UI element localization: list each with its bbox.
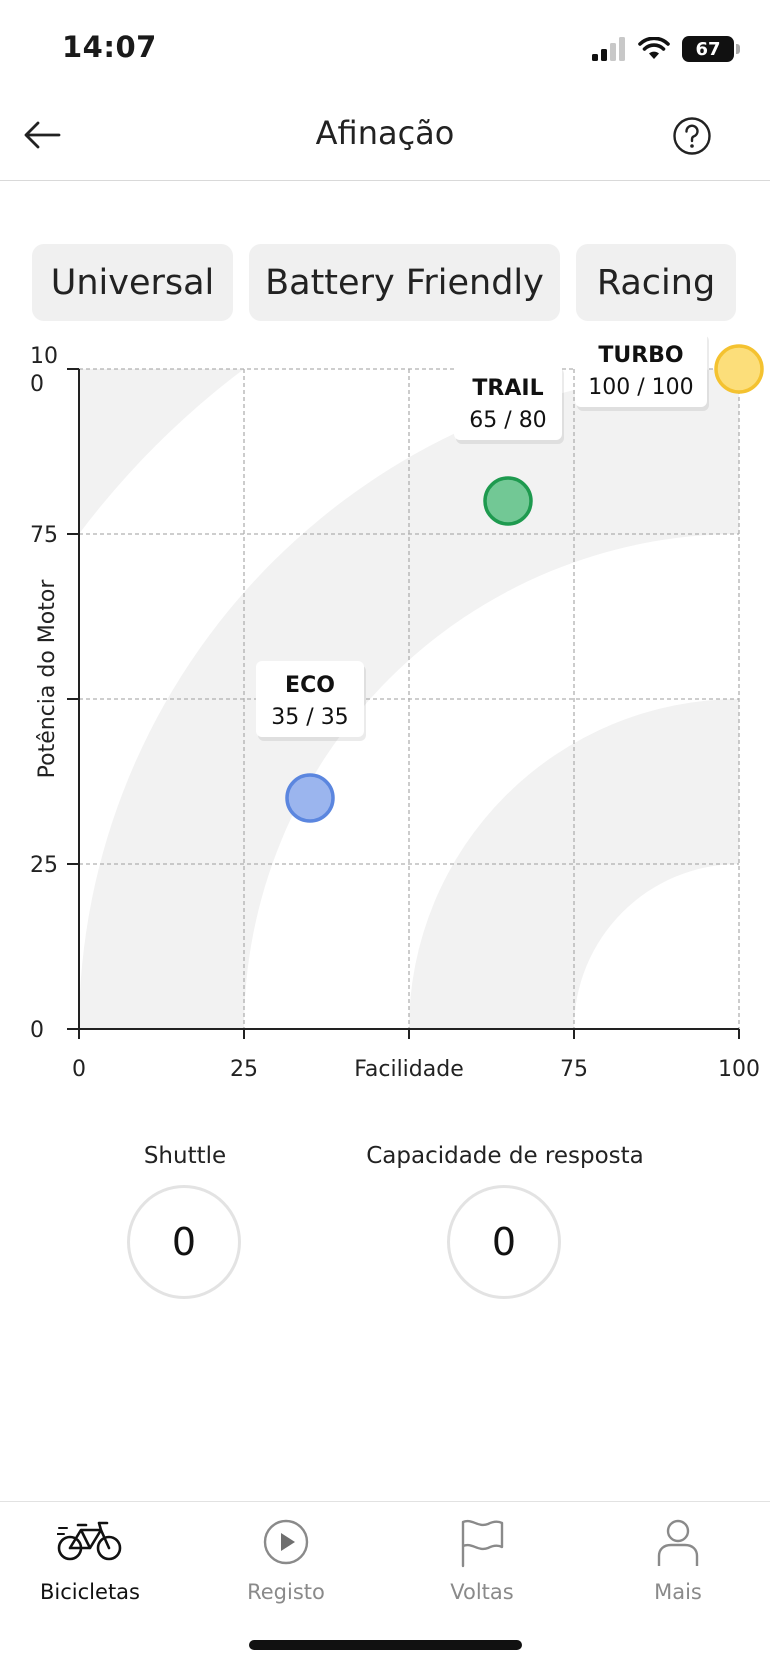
status-time: 14:07 <box>62 30 157 64</box>
status-icons: 67 <box>592 34 740 64</box>
mode-tab-battery-friendly[interactable]: Battery Friendly <box>249 244 560 321</box>
y-tick-label-line: 0 <box>30 372 44 397</box>
y-tick-label-line: 10 <box>30 344 58 369</box>
play-circle-icon <box>263 1519 309 1565</box>
nav-item-bicicletas[interactable]: Bicicletas <box>10 1502 170 1622</box>
bottom-nav: Bicicletas Registo Voltas Mais <box>0 1501 770 1667</box>
mode-tab-racing[interactable]: Racing <box>576 244 736 321</box>
chart-band-0 <box>79 369 739 1029</box>
mode-dot-turbo <box>714 344 764 394</box>
callout-value: 35 / 35 <box>271 705 348 730</box>
chart-points: ECO 35 / 35 TRAIL 65 / 80 TURBO 100 / 100 <box>256 331 764 823</box>
mode-point-trail: TRAIL 65 / 80 <box>454 364 564 526</box>
y-tick-label-line: 0 <box>30 1018 44 1043</box>
callout-box <box>454 364 562 440</box>
nav-item-registo[interactable]: Registo <box>206 1502 366 1622</box>
person-icon <box>657 1519 699 1566</box>
y-tick-label-line: 25 <box>30 853 58 878</box>
responsiveness-value: 0 <box>491 1220 517 1264</box>
y-tick-label-line: 75 <box>30 523 58 548</box>
x-tick-label-100: 100 <box>718 1057 760 1082</box>
mode-tab-universal[interactable]: Universal <box>32 244 233 321</box>
y-tick-label-100: 10 0 <box>30 344 58 397</box>
nav-label-mais: Mais <box>654 1580 702 1604</box>
nav-label-registo: Registo <box>247 1580 325 1604</box>
mode-point-eco: ECO 35 / 35 <box>256 661 366 823</box>
nav-item-mais[interactable]: Mais <box>598 1502 758 1622</box>
chart-band-outer <box>79 369 245 535</box>
chart-grid <box>79 368 740 1029</box>
callout-title: TRAIL <box>472 376 543 401</box>
y-tick-label-25: 25 <box>30 853 58 878</box>
x-tick-label-25: 25 <box>230 1057 258 1082</box>
callout-value: 100 / 100 <box>588 375 693 400</box>
cellular-signal-icon <box>592 37 625 61</box>
nav-item-voltas[interactable]: Voltas <box>402 1502 562 1622</box>
help-circle-icon <box>673 117 711 155</box>
band-group <box>79 369 739 1029</box>
x-tick-label-50: Facilidade <box>354 1057 464 1082</box>
back-button[interactable] <box>18 112 66 158</box>
wifi-icon <box>638 37 670 59</box>
x-tick-label-0: 0 <box>72 1057 86 1082</box>
mode-point-turbo: TURBO 100 / 100 <box>575 331 764 411</box>
y-axis-label: Potência do Motor <box>35 579 60 779</box>
flag-icon <box>461 1519 504 1568</box>
home-indicator <box>249 1640 522 1650</box>
status-bar: 14:07 67 <box>0 0 770 96</box>
bicycle-icon <box>57 1521 122 1561</box>
header: Afinação <box>0 96 770 181</box>
page-title: Afinação <box>315 114 455 152</box>
shuttle-value: 0 <box>171 1220 197 1264</box>
x-tick-label-75: 75 <box>560 1057 588 1082</box>
callout-title: ECO <box>285 673 335 698</box>
callout-title: TURBO <box>598 343 683 368</box>
battery-indicator: 67 <box>682 36 740 62</box>
nav-label-bicicletas: Bicicletas <box>40 1580 140 1604</box>
chart-bands <box>79 369 739 1029</box>
mode-dot-trail <box>483 476 533 526</box>
shuttle-label: Shuttle <box>143 1143 227 1169</box>
callout-value: 65 / 80 <box>469 408 546 433</box>
mode-dot-eco <box>285 773 335 823</box>
y-tick-label-75: 75 <box>30 523 58 548</box>
arrow-left-icon <box>24 121 61 149</box>
callout-box <box>575 331 707 407</box>
battery-level: 67 <box>695 38 721 60</box>
shuttle-dial[interactable]: 0 <box>127 1185 241 1299</box>
y-tick-label-0: 0 <box>30 1018 44 1043</box>
chart-band-1 <box>409 699 739 1029</box>
help-button[interactable] <box>672 116 712 156</box>
responsiveness-dial[interactable]: 0 <box>447 1185 561 1299</box>
nav-label-voltas: Voltas <box>450 1580 514 1604</box>
callout-box <box>256 661 364 737</box>
responsiveness-label: Capacidade de resposta <box>366 1143 644 1169</box>
